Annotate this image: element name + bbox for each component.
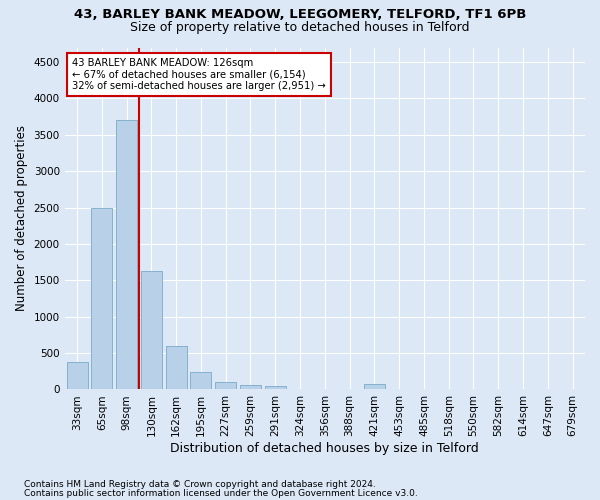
Bar bbox=[91, 208, 112, 390]
Text: 43 BARLEY BANK MEADOW: 126sqm
← 67% of detached houses are smaller (6,154)
32% o: 43 BARLEY BANK MEADOW: 126sqm ← 67% of d… bbox=[73, 58, 326, 91]
Bar bbox=[116, 120, 137, 390]
Y-axis label: Number of detached properties: Number of detached properties bbox=[15, 126, 28, 312]
Text: Size of property relative to detached houses in Telford: Size of property relative to detached ho… bbox=[130, 21, 470, 34]
Bar bbox=[67, 362, 88, 390]
Bar bbox=[190, 372, 211, 390]
Text: 43, BARLEY BANK MEADOW, LEEGOMERY, TELFORD, TF1 6PB: 43, BARLEY BANK MEADOW, LEEGOMERY, TELFO… bbox=[74, 8, 526, 20]
Bar bbox=[166, 346, 187, 390]
Bar bbox=[215, 382, 236, 390]
Bar bbox=[240, 385, 261, 390]
Bar bbox=[265, 386, 286, 390]
Text: Contains HM Land Registry data © Crown copyright and database right 2024.: Contains HM Land Registry data © Crown c… bbox=[24, 480, 376, 489]
Bar bbox=[364, 384, 385, 390]
Bar bbox=[141, 271, 162, 390]
X-axis label: Distribution of detached houses by size in Telford: Distribution of detached houses by size … bbox=[170, 442, 479, 455]
Text: Contains public sector information licensed under the Open Government Licence v3: Contains public sector information licen… bbox=[24, 488, 418, 498]
